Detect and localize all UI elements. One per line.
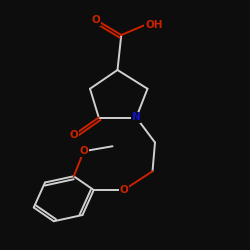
Text: O: O [80, 146, 88, 156]
Text: O: O [70, 130, 78, 140]
Text: O: O [120, 185, 128, 195]
Text: N: N [132, 112, 140, 122]
Text: O: O [92, 15, 100, 25]
Text: OH: OH [145, 20, 162, 30]
